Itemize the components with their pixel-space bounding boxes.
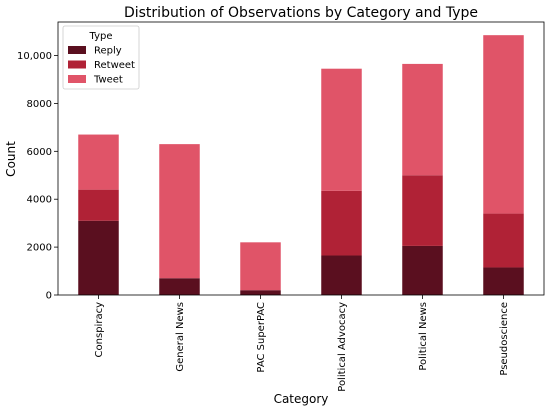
- bar-tweet-2: [159, 144, 200, 279]
- bar-tweet-6: [483, 35, 524, 214]
- bar-reply-1: [78, 220, 119, 295]
- legend: Type Reply Retweet Tweet: [62, 25, 140, 90]
- legend-box: [62, 25, 140, 90]
- bar-tweet-3: [240, 242, 281, 291]
- bar-retweet-6: [483, 213, 524, 268]
- plot-frame: [57, 21, 545, 296]
- legend-swatch-tweet: [68, 75, 86, 83]
- bar-retweet-4: [321, 190, 362, 256]
- legend-label-retweet: Retweet: [94, 60, 135, 71]
- y-tick-label: 10,000: [17, 51, 52, 62]
- y-axis: 0 2000 4000 6000 8000 10,000: [17, 51, 58, 302]
- x-axis-label: Category: [274, 392, 329, 406]
- x-tick-label: Pseudoscience: [499, 302, 510, 376]
- x-tick-label: PAC SuperPAC: [256, 302, 267, 373]
- y-tick-label: 6000: [27, 147, 52, 158]
- bar-tweet-4: [321, 68, 362, 191]
- bar-reply-3: [240, 290, 281, 295]
- legend-label-tweet: Tweet: [93, 75, 123, 86]
- legend-title: Type: [89, 31, 113, 42]
- x-tick-label: Political Advocacy: [337, 302, 348, 392]
- y-tick-label: 2000: [27, 243, 52, 254]
- bar-reply-5: [402, 245, 443, 295]
- y-tick-label: 0: [46, 291, 52, 302]
- legend-swatch-reply: [68, 46, 86, 54]
- bar-reply-4: [321, 255, 362, 295]
- legend-swatch-retweet: [68, 60, 86, 69]
- x-axis: Conspiracy General News PAC SuperPAC Politi…: [94, 295, 510, 392]
- x-tick-label: Conspiracy: [94, 302, 105, 358]
- bar-reply-6: [483, 267, 524, 295]
- bar-reply-2: [159, 278, 200, 295]
- bar-retweet-1: [78, 189, 119, 221]
- y-axis-label: Count: [4, 141, 18, 177]
- bar-tweet-5: [402, 63, 443, 176]
- bar-tweet-1: [78, 134, 119, 190]
- x-tick-label: General News: [175, 302, 186, 372]
- bar-retweet-5: [402, 175, 443, 246]
- plot-area: [57, 21, 545, 296]
- chart-title: Distribution of Observations by Category…: [124, 5, 478, 21]
- y-tick-label: 4000: [27, 195, 52, 206]
- x-tick-label: Political News: [418, 302, 429, 371]
- legend-label-reply: Reply: [94, 46, 122, 57]
- y-tick-label: 8000: [27, 99, 52, 110]
